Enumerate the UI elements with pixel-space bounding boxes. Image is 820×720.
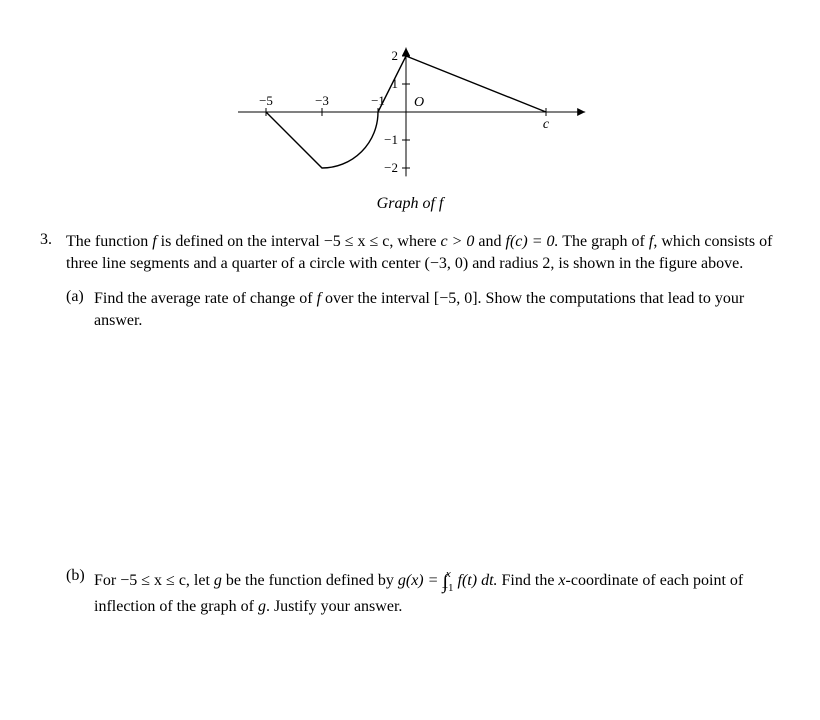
subpart-a-label: (a) xyxy=(66,288,94,306)
problem-statement: The function f is defined on the interva… xyxy=(66,231,780,274)
interval: −5 ≤ x ≤ c, xyxy=(324,233,394,250)
subpart-a: (a) Find the average rate of change of f… xyxy=(66,288,780,331)
g-of-x: g(x) = xyxy=(398,572,443,589)
svg-text:−2: −2 xyxy=(384,160,398,175)
subpart-a-body: Find the average rate of change of f ove… xyxy=(94,288,780,331)
txt: is defined on the interval xyxy=(157,233,324,250)
svg-text:c: c xyxy=(543,117,550,132)
svg-text:2: 2 xyxy=(392,48,399,63)
integrand: f(t) dt. xyxy=(458,572,498,589)
svg-text:−3: −3 xyxy=(315,93,329,108)
svg-text:−1: −1 xyxy=(384,132,398,147)
subpart-b-body: For −5 ≤ x ≤ c, let g be the function de… xyxy=(94,567,780,618)
c-gt-0: c > 0 xyxy=(441,233,475,250)
center: (−3, 0) xyxy=(425,255,469,272)
svg-text:−5: −5 xyxy=(259,93,273,108)
g-symbol: g xyxy=(214,572,222,589)
fc-eq-0: f(c) = 0. xyxy=(506,233,559,250)
workspace-gap xyxy=(40,331,780,561)
txt: be the function defined by xyxy=(222,572,398,589)
txt: Find the xyxy=(498,572,559,589)
txt: where xyxy=(393,233,440,250)
graph-of-f: −5−3−1c21−1−2O xyxy=(230,20,590,180)
subpart-b-label: (b) xyxy=(66,567,94,585)
svg-text:−1: −1 xyxy=(371,93,385,108)
svg-text:O: O xyxy=(414,95,424,110)
integral-lower: −1 xyxy=(442,582,454,594)
txt: The function xyxy=(66,233,152,250)
interval-a: [−5, 0]. xyxy=(434,290,482,307)
subpart-b: (b) For −5 ≤ x ≤ c, let g be the functio… xyxy=(66,567,780,618)
g-symbol: g xyxy=(258,598,266,615)
problem-body: The function f is defined on the interva… xyxy=(66,231,780,280)
integral-upper: x xyxy=(446,568,451,580)
txt: For xyxy=(94,572,120,589)
txt: let xyxy=(190,572,214,589)
txt: . Justify your answer. xyxy=(266,598,402,615)
txt: and radius 2, is shown in the figure abo… xyxy=(468,255,743,272)
problem-3: 3. The function f is defined on the inte… xyxy=(40,231,780,280)
txt: over the interval xyxy=(321,290,434,307)
graph-caption: Graph of f xyxy=(40,195,780,213)
txt: The graph of xyxy=(559,233,649,250)
caption-text: Graph of f xyxy=(377,195,444,212)
interval-b: −5 ≤ x ≤ c, xyxy=(120,572,190,589)
x-symbol: x xyxy=(558,572,565,589)
graph-container: −5−3−1c21−1−2O xyxy=(40,20,780,185)
problem-number: 3. xyxy=(40,231,66,249)
txt: Find the average rate of change of xyxy=(94,290,317,307)
txt: and xyxy=(474,233,505,250)
